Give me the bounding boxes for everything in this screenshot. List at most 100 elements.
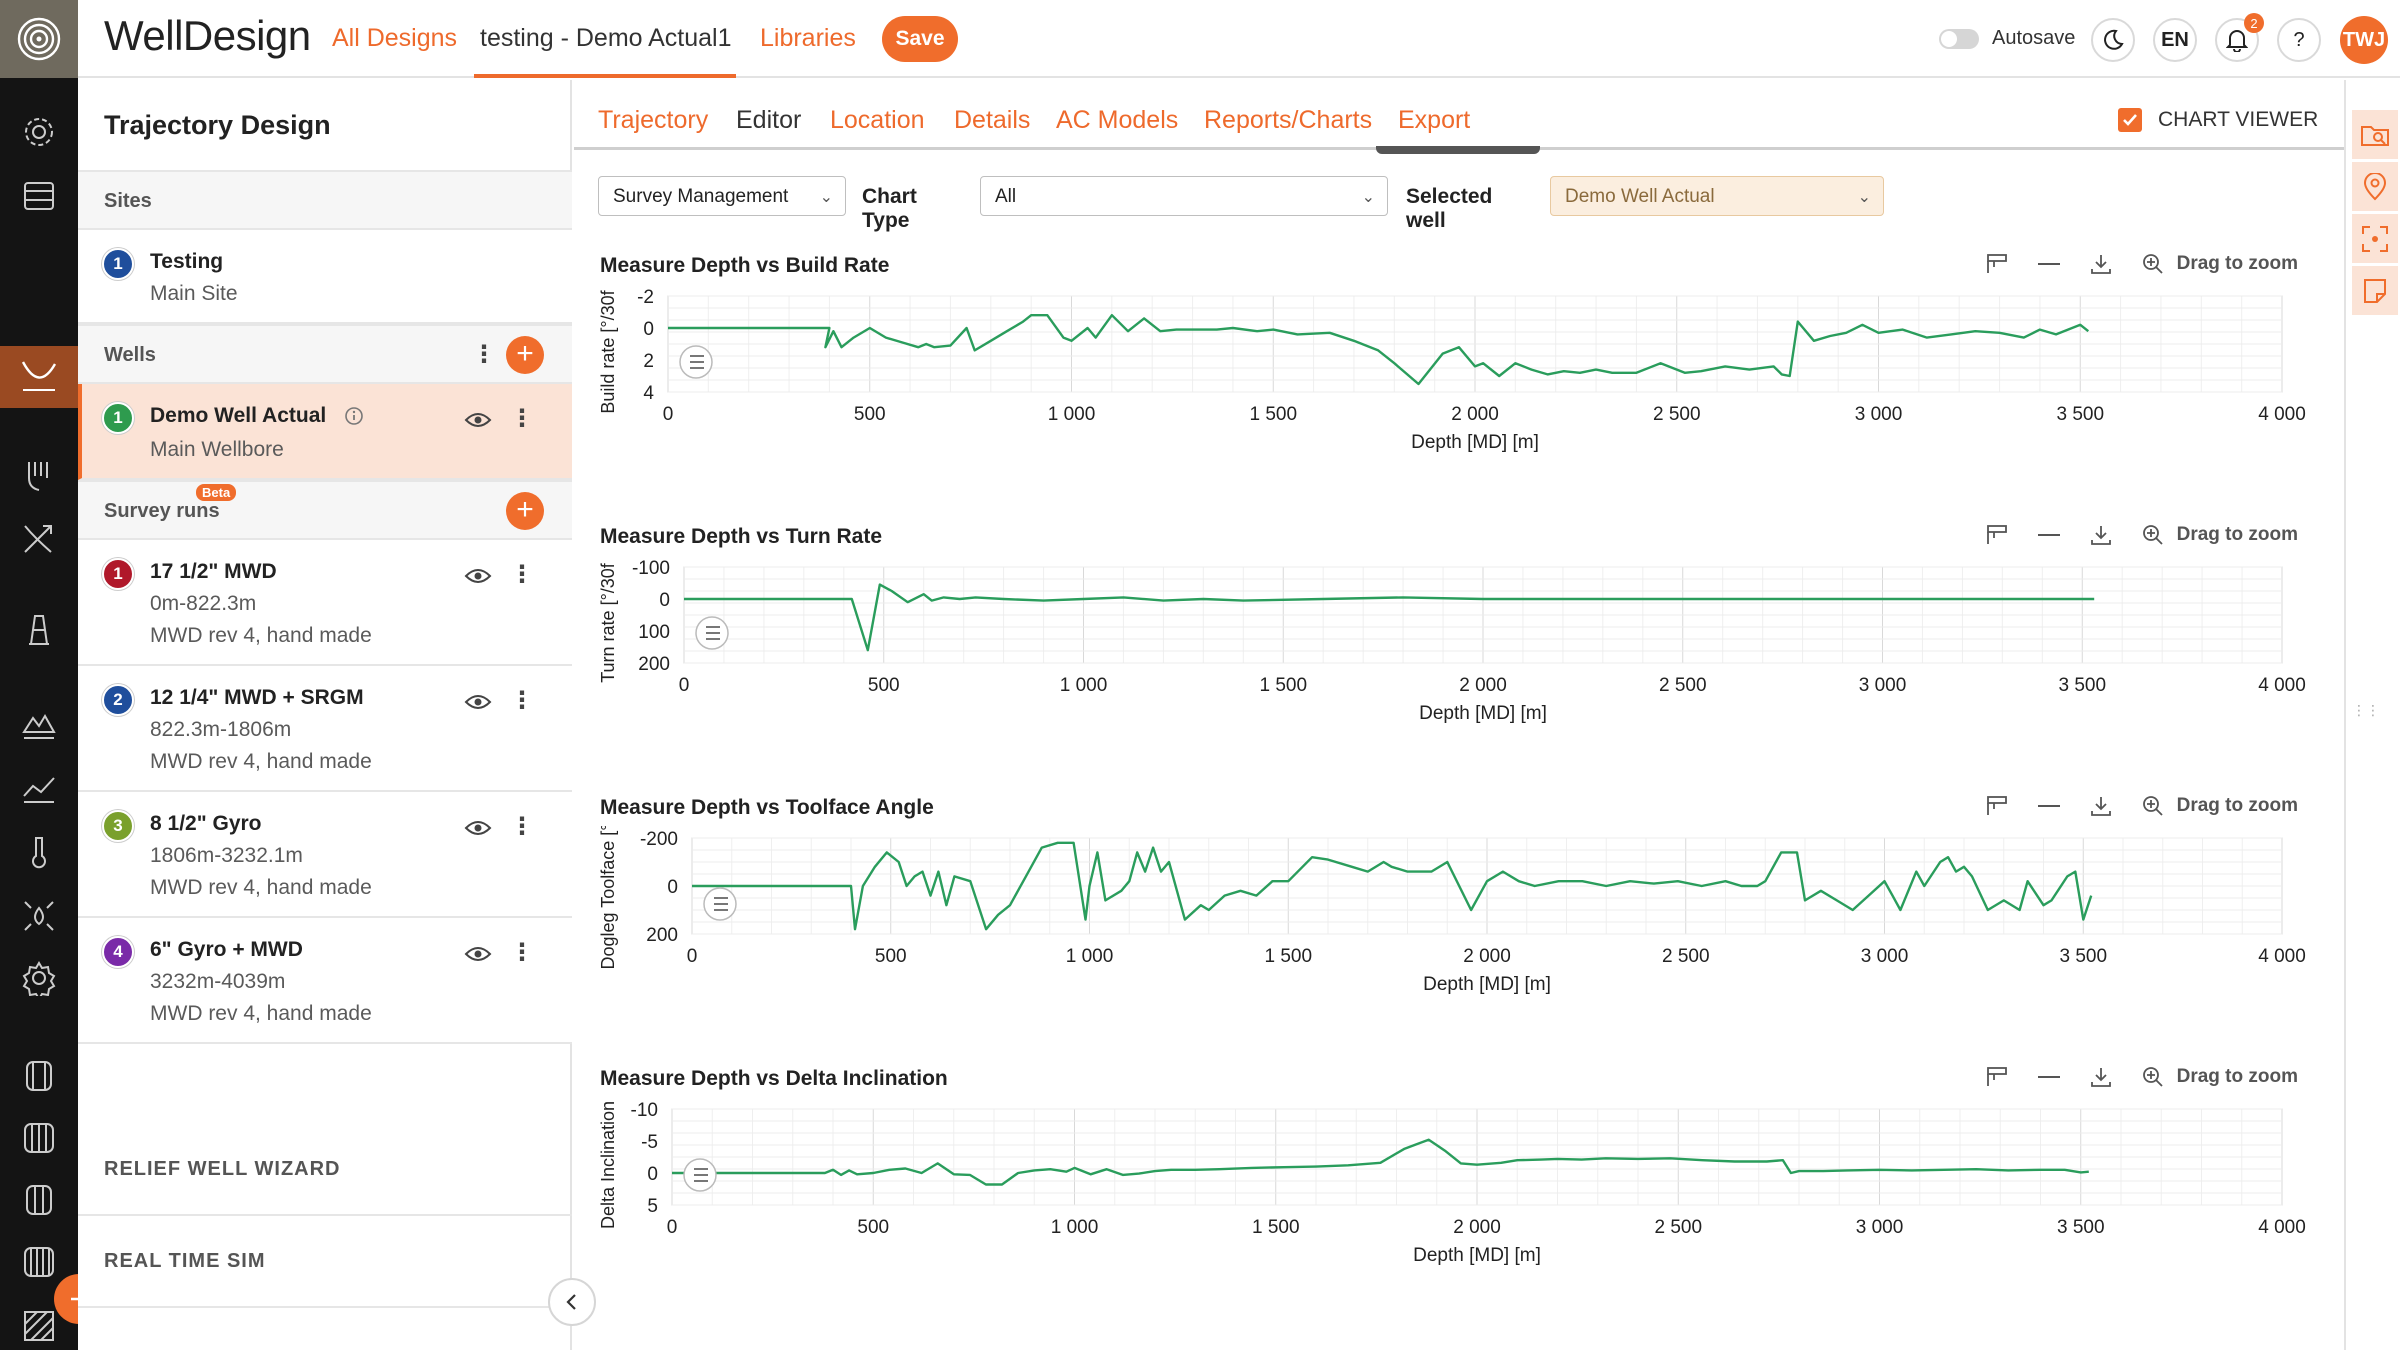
rail-casing-4[interactable] bbox=[19, 1242, 59, 1282]
drag-handle-icon[interactable]: ⋮⋮ bbox=[2352, 702, 2380, 718]
tab-export[interactable]: Export bbox=[1398, 106, 1471, 134]
survey-name: 6" Gyro + MWD bbox=[150, 938, 303, 961]
chart-plot[interactable]: 0 500 1 000 1 500 2 000 2 500 3 000 3 500 4 000 -… bbox=[598, 826, 2318, 1066]
eye-icon[interactable] bbox=[464, 566, 492, 586]
rail-layers[interactable] bbox=[19, 176, 59, 216]
real-time-sim-item[interactable]: REAL TIME SIM bbox=[78, 1216, 572, 1308]
survey-run-item[interactable]: 3 8 1/2" Gyro 1806m-3232.1m MWD rev 4, hand… bbox=[78, 792, 572, 918]
chart-plot[interactable]: 0 500 1 000 1 500 2 000 2 500 3 000 3 500 4 000 -… bbox=[598, 1097, 2318, 1337]
chart-zoom-button[interactable] bbox=[2139, 1063, 2167, 1091]
tab-details[interactable]: Details bbox=[954, 106, 1031, 134]
chart-legend-button[interactable] bbox=[1983, 792, 2011, 820]
well-item[interactable]: 1 Demo Well Actual Main Wellbore ⋮ bbox=[78, 384, 572, 480]
chart-download-button[interactable] bbox=[2087, 792, 2115, 820]
survey-run-item[interactable]: 2 12 1/4" MWD + SRGM 822.3m-1806m MWD rev 4… bbox=[78, 666, 572, 792]
tab-trajectory[interactable]: Trajectory bbox=[598, 106, 709, 134]
save-button[interactable]: Save bbox=[882, 16, 958, 62]
chart-legend-button[interactable] bbox=[1983, 250, 2011, 278]
tab-reports-charts[interactable]: Reports/Charts bbox=[1204, 106, 1373, 134]
eye-icon[interactable] bbox=[464, 944, 492, 964]
rr-location[interactable] bbox=[2352, 162, 2398, 212]
rr-notes[interactable] bbox=[2352, 266, 2398, 316]
rail-casing-2[interactable] bbox=[19, 1118, 59, 1158]
x-tick-label: 1 000 bbox=[1060, 675, 1108, 696]
eye-icon[interactable] bbox=[464, 410, 492, 430]
survey-menu-button[interactable]: ⋮ bbox=[510, 687, 534, 714]
rail-settings[interactable] bbox=[19, 112, 59, 152]
chart-download-button[interactable] bbox=[2087, 521, 2115, 549]
chart-zoom-button[interactable] bbox=[2139, 250, 2167, 278]
icon-rail bbox=[0, 78, 78, 1350]
survey-run-item[interactable]: 1 17 1/2" MWD 0m-822.3m MWD rev 4, hand mad… bbox=[78, 540, 572, 666]
rail-fluids[interactable] bbox=[19, 896, 59, 936]
rail-stripes[interactable] bbox=[19, 1306, 59, 1346]
site-subtitle: Main Site bbox=[150, 282, 238, 305]
tab-location[interactable]: Location bbox=[830, 106, 925, 134]
x-tick-label: 2 000 bbox=[1453, 1217, 1501, 1238]
autosave-toggle[interactable] bbox=[1939, 29, 1979, 49]
tab-ac-models[interactable]: AC Models bbox=[1056, 106, 1179, 134]
rail-casing-1[interactable] bbox=[19, 1056, 59, 1096]
chart-reset-button[interactable] bbox=[2035, 1063, 2063, 1091]
x-tick-label: 1 500 bbox=[1259, 675, 1307, 696]
wells-menu-button[interactable]: ⋮ bbox=[472, 341, 496, 368]
tab-editor[interactable]: Editor bbox=[736, 106, 802, 134]
survey-depth-range: 0m-822.3m bbox=[150, 592, 257, 615]
selected-well-value: Demo Well Actual bbox=[1565, 186, 1715, 207]
language-button[interactable]: EN bbox=[2153, 18, 2197, 62]
chart-zoom-button[interactable] bbox=[2139, 792, 2167, 820]
chart-legend-button[interactable] bbox=[1983, 521, 2011, 549]
x-tick-label: 3 000 bbox=[1855, 404, 1903, 425]
help-button[interactable]: ? bbox=[2277, 18, 2321, 62]
chart-reset-button[interactable] bbox=[2035, 250, 2063, 278]
rail-chart[interactable] bbox=[19, 768, 59, 808]
collapse-panel-button[interactable] bbox=[548, 1278, 596, 1326]
survey-menu-button[interactable]: ⋮ bbox=[510, 939, 534, 966]
download-icon bbox=[2090, 255, 2111, 274]
add-well-button[interactable]: + bbox=[506, 336, 544, 374]
chart-download-button[interactable] bbox=[2087, 1063, 2115, 1091]
dark-mode-button[interactable] bbox=[2091, 18, 2135, 62]
x-tick-label: 1 500 bbox=[1249, 404, 1297, 425]
rr-focus[interactable] bbox=[2352, 214, 2398, 264]
relief-well-wizard-item[interactable]: RELIEF WELL WIZARD bbox=[78, 1124, 572, 1216]
user-avatar[interactable]: TWJ bbox=[2340, 16, 2388, 64]
eye-icon[interactable] bbox=[464, 692, 492, 712]
panel-resize-handle[interactable] bbox=[1376, 146, 1540, 154]
survey-menu-button[interactable]: ⋮ bbox=[510, 561, 534, 588]
eye-icon[interactable] bbox=[464, 818, 492, 838]
chart-toolbar: Drag to zoom bbox=[1983, 1063, 2298, 1091]
rail-rig[interactable] bbox=[19, 610, 59, 650]
x-tick-label: 2 000 bbox=[1463, 946, 1511, 967]
app-logo[interactable] bbox=[0, 0, 78, 78]
chart-plot[interactable]: 0 500 1 000 1 500 2 000 2 500 3 000 3 500 4 000 -… bbox=[598, 284, 2318, 524]
rail-trajectory[interactable] bbox=[19, 356, 59, 396]
current-design-title[interactable]: testing - Demo Actual1 bbox=[480, 24, 732, 52]
nav-libraries[interactable]: Libraries bbox=[760, 24, 856, 52]
rail-wells[interactable] bbox=[19, 456, 59, 496]
survey-menu-button[interactable]: ⋮ bbox=[510, 813, 534, 840]
rail-temperature[interactable] bbox=[19, 832, 59, 872]
mode-select[interactable]: Survey Management ⌄ bbox=[598, 176, 846, 216]
chart-reset-button[interactable] bbox=[2035, 521, 2063, 549]
chart-zoom-button[interactable] bbox=[2139, 521, 2167, 549]
rail-casing-3[interactable] bbox=[19, 1180, 59, 1220]
rr-search-folder[interactable] bbox=[2352, 110, 2398, 160]
chart-download-button[interactable] bbox=[2087, 250, 2115, 278]
add-survey-run-button[interactable]: + bbox=[506, 492, 544, 530]
wells-label: Wells bbox=[104, 344, 156, 366]
chart-viewer-checkbox[interactable] bbox=[2118, 108, 2142, 132]
rail-relief[interactable] bbox=[19, 518, 59, 558]
rail-geology[interactable] bbox=[19, 704, 59, 744]
survey-run-item[interactable]: 4 6" Gyro + MWD 3232m-4039m MWD rev 4, hand… bbox=[78, 918, 572, 1044]
well-menu-button[interactable]: ⋮ bbox=[510, 405, 534, 432]
selected-well-select[interactable]: Demo Well Actual ⌄ bbox=[1550, 176, 1884, 216]
site-item[interactable]: 1 Testing Main Site bbox=[78, 230, 572, 324]
chart-legend-button[interactable] bbox=[1983, 1063, 2011, 1091]
chart-plot[interactable]: 0 500 1 000 1 500 2 000 2 500 3 000 3 500 4 000 -… bbox=[598, 555, 2318, 795]
info-icon[interactable] bbox=[344, 406, 364, 426]
rail-cog[interactable] bbox=[19, 958, 59, 998]
nav-all-designs[interactable]: All Designs bbox=[332, 24, 458, 52]
chart-reset-button[interactable] bbox=[2035, 792, 2063, 820]
chart-type-select[interactable]: All ⌄ bbox=[980, 176, 1388, 216]
